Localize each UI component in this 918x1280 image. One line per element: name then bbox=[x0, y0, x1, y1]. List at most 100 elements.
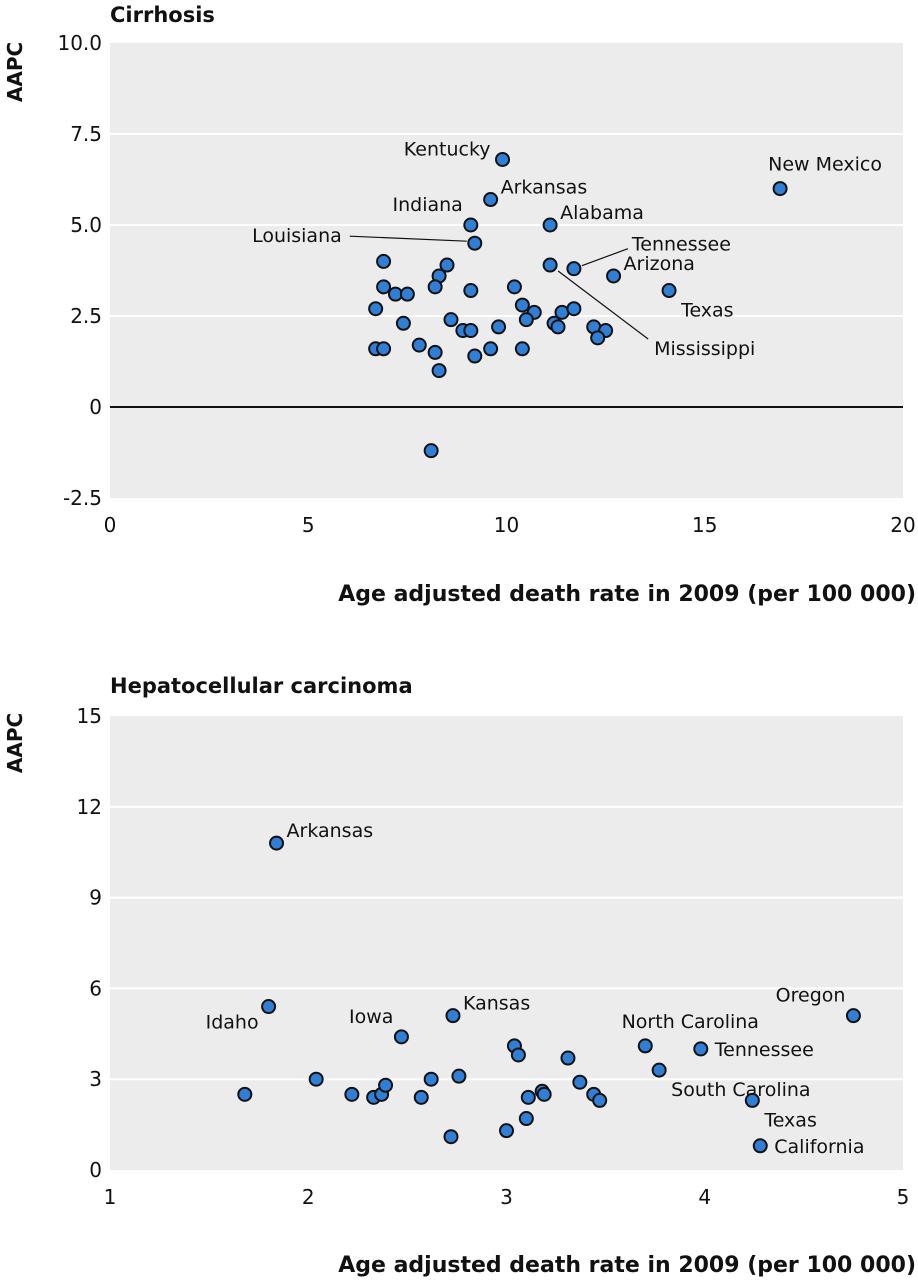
hcc-panel: Hepatocellular carcinoma AAPC Age adjust… bbox=[3, 674, 916, 1278]
cirrhosis-title: Cirrhosis bbox=[110, 3, 215, 27]
hcc-x-tick-label: 4 bbox=[698, 1185, 711, 1209]
cirrhosis-plot-area bbox=[110, 43, 903, 498]
cirrhosis-point bbox=[368, 301, 384, 317]
hcc-point bbox=[344, 1086, 360, 1102]
cirrhosis-point bbox=[431, 363, 447, 379]
cirrhosis-point bbox=[566, 301, 582, 317]
cirrhosis-point bbox=[491, 319, 507, 335]
cirrhosis-point-arkansas bbox=[483, 192, 499, 208]
cirrhosis-y-tick-label: 7.5 bbox=[70, 122, 102, 146]
hcc-annotation-kansas: Kansas bbox=[463, 993, 530, 1015]
hcc-annotation-arkansas: Arkansas bbox=[287, 820, 374, 842]
hcc-point-south-carolina bbox=[651, 1062, 667, 1078]
cirrhosis-annotation-tennessee: Tennessee bbox=[631, 234, 731, 256]
hcc-annotation-california: California bbox=[774, 1136, 864, 1158]
cirrhosis-point bbox=[514, 341, 530, 357]
hcc-point bbox=[378, 1077, 394, 1093]
cirrhosis-point-indiana bbox=[463, 217, 479, 233]
cirrhosis-panel: Cirrhosis AAPC Age adjusted death rate i… bbox=[3, 3, 916, 607]
cirrhosis-annotation-indiana: Indiana bbox=[392, 194, 462, 216]
hcc-point bbox=[451, 1068, 467, 1084]
cirrhosis-point bbox=[376, 279, 392, 295]
cirrhosis-point bbox=[439, 257, 455, 273]
hcc-point bbox=[572, 1074, 588, 1090]
hcc-y-tick-label: 15 bbox=[77, 704, 102, 728]
hcc-point bbox=[592, 1092, 608, 1108]
hcc-annotation-oregon: Oregon bbox=[776, 985, 846, 1007]
cirrhosis-leader-line bbox=[557, 270, 649, 340]
cirrhosis-point-new-mexico bbox=[772, 181, 788, 197]
hcc-point-tennessee bbox=[693, 1041, 709, 1057]
cirrhosis-x-tick-label: 5 bbox=[302, 513, 315, 537]
cirrhosis-point-tennessee bbox=[566, 261, 582, 277]
cirrhosis-point bbox=[395, 315, 411, 331]
hcc-annotation-north-carolina: North Carolina bbox=[622, 1011, 759, 1033]
hcc-point bbox=[413, 1089, 429, 1105]
hcc-x-tick-label: 2 bbox=[302, 1185, 315, 1209]
cirrhosis-point bbox=[427, 279, 443, 295]
hcc-point bbox=[423, 1071, 439, 1087]
cirrhosis-leader-line bbox=[349, 235, 467, 242]
cirrhosis-annotation-arizona: Arizona bbox=[624, 253, 695, 275]
hcc-point-idaho bbox=[261, 999, 277, 1015]
hcc-point-oregon bbox=[845, 1008, 861, 1024]
hcc-y-tick-label: 6 bbox=[89, 976, 102, 1000]
cirrhosis-y-tick-label: 0 bbox=[89, 395, 102, 419]
cirrhosis-point bbox=[590, 330, 606, 346]
cirrhosis-point bbox=[467, 348, 483, 364]
cirrhosis-y-tick-label: 5.0 bbox=[70, 213, 102, 237]
hcc-x-tick-label: 3 bbox=[500, 1185, 513, 1209]
cirrhosis-point bbox=[427, 344, 443, 360]
cirrhosis-annotation-alabama: Alabama bbox=[560, 202, 644, 224]
cirrhosis-point bbox=[463, 283, 479, 299]
hcc-y-tick-label: 12 bbox=[77, 795, 102, 819]
hcc-annotation-tennessee: Tennessee bbox=[714, 1039, 814, 1061]
hcc-point-north-carolina bbox=[637, 1038, 653, 1054]
cirrhosis-point-texas bbox=[661, 283, 677, 299]
hcc-annotation-idaho: Idaho bbox=[206, 1012, 259, 1034]
cirrhosis-point bbox=[463, 323, 479, 339]
cirrhosis-leader-line bbox=[581, 248, 629, 267]
hcc-point bbox=[520, 1089, 536, 1105]
cirrhosis-point-louisiana bbox=[467, 235, 483, 251]
cirrhosis-y-axis-label: AAPC bbox=[3, 42, 27, 102]
cirrhosis-annotation-new-mexico: New Mexico bbox=[768, 154, 882, 176]
hcc-y-tick-label: 3 bbox=[89, 1067, 102, 1091]
cirrhosis-y-tick-label: 2.5 bbox=[70, 304, 102, 328]
hcc-y-tick-label: 0 bbox=[89, 1158, 102, 1182]
cirrhosis-point bbox=[514, 297, 530, 313]
cirrhosis-point bbox=[376, 341, 392, 357]
hcc-point-kansas bbox=[445, 1008, 461, 1024]
cirrhosis-point bbox=[550, 319, 566, 335]
cirrhosis-point bbox=[411, 337, 427, 353]
hcc-y-tick-label: 9 bbox=[89, 886, 102, 910]
cirrhosis-y-tick-label: 10.0 bbox=[57, 31, 102, 55]
hcc-point-california bbox=[752, 1138, 768, 1154]
cirrhosis-point-kentucky bbox=[495, 151, 511, 167]
hcc-point bbox=[518, 1111, 534, 1127]
hcc-point bbox=[308, 1071, 324, 1087]
hcc-plot-area bbox=[110, 716, 903, 1170]
hcc-point-iowa bbox=[393, 1029, 409, 1045]
cirrhosis-point bbox=[506, 279, 522, 295]
cirrhosis-point bbox=[443, 312, 459, 328]
cirrhosis-point-alabama bbox=[542, 217, 558, 233]
cirrhosis-x-tick-label: 10 bbox=[494, 513, 519, 537]
cirrhosis-point-mississippi bbox=[542, 257, 558, 273]
cirrhosis-point bbox=[399, 286, 415, 302]
cirrhosis-x-tick-label: 20 bbox=[890, 513, 915, 537]
cirrhosis-point bbox=[423, 443, 439, 459]
hcc-point-arkansas bbox=[269, 835, 285, 851]
cirrhosis-point bbox=[518, 312, 534, 328]
cirrhosis-annotation-louisiana: Louisiana bbox=[252, 225, 342, 247]
hcc-x-axis-label: Age adjusted death rate in 2009 (per 100… bbox=[338, 1253, 916, 1278]
hcc-point bbox=[536, 1086, 552, 1102]
hcc-point bbox=[237, 1086, 253, 1102]
cirrhosis-x-tick-label: 0 bbox=[104, 513, 117, 537]
cirrhosis-annotation-texas: Texas bbox=[680, 300, 734, 322]
hcc-point-texas bbox=[744, 1092, 760, 1108]
cirrhosis-annotation-arkansas: Arkansas bbox=[501, 177, 588, 199]
hcc-point bbox=[443, 1129, 459, 1145]
cirrhosis-point bbox=[376, 253, 392, 269]
